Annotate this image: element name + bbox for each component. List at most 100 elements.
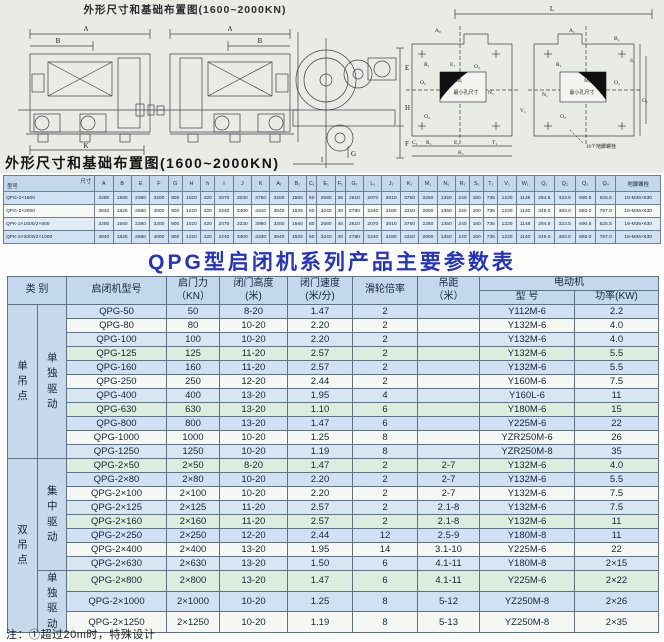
table-cell: 2610 [344, 217, 365, 231]
table-cell: 6 [352, 556, 418, 571]
table-cell: 1000 [166, 430, 220, 445]
table-cell: 1560 [287, 191, 308, 205]
table-cell: 2×22 [574, 570, 659, 592]
table-cell: 35 [574, 444, 659, 459]
table-row: QPG-80 80 10-20 2.20 2 Y132M-6 4.0 [7, 318, 659, 333]
table-cell: 36 [334, 191, 346, 205]
table-cell: 3240 [316, 204, 336, 218]
dim-label-K: K [83, 142, 88, 150]
table-cell: 11-20 [219, 514, 288, 529]
table-cell: 4310 [399, 204, 420, 218]
dim-label-C1: C₁ [412, 140, 418, 146]
table-cell: QPG-160 [66, 360, 167, 375]
table-cell: 18-M36×630 [615, 204, 661, 218]
table-cell: 4330 [250, 230, 271, 244]
table-cell: 3200 [149, 191, 169, 205]
header-height: 闭门高度 (米) [219, 276, 288, 305]
header-ratio: 滑轮倍率 [352, 276, 418, 305]
dim-label-O3: O₃ [474, 64, 480, 70]
table-cell: 5-12 [417, 590, 480, 613]
table-cell: 4310 [250, 204, 271, 218]
header-category: 类 别 [7, 276, 67, 305]
table-row: QPG-800 800 13-20 1.47 6 Y225M-6 22 [7, 416, 659, 431]
table-cell: 4.0 [574, 318, 659, 333]
table-cell: 2 [352, 318, 418, 333]
table-cell: 3240 [316, 230, 336, 244]
table-cell: 1.47 [287, 570, 353, 592]
table-cell: QPG-50 [66, 304, 167, 319]
table-cell: QPG-800 [66, 416, 167, 431]
table-cell: 2-7 [417, 458, 480, 473]
table-cell: 10-20 [219, 318, 288, 333]
table-cell: 100 [166, 332, 220, 347]
table-cell: 383.0 [554, 230, 576, 244]
table-cell: 12 [352, 528, 418, 543]
table-cell: 240 [454, 204, 471, 218]
table-cell: 2 [352, 458, 418, 473]
table-cell: QPG-400 [66, 388, 167, 403]
footer-note: 注：①超过20m时，特殊设计 [6, 629, 156, 641]
table-cell: 3280 [94, 217, 114, 231]
table-cell: 1.19 [287, 611, 353, 633]
subgroup-individual-drive: 单独驱动 [37, 570, 67, 633]
table-cell: QPG-100 [66, 332, 167, 347]
table-cell: 1.50 [287, 556, 353, 571]
table-cell: 22 [574, 542, 659, 557]
table-cell [417, 430, 480, 445]
table-cell: 2×50 [166, 458, 220, 473]
dim-label-L: L [550, 5, 554, 13]
table-row: QPG-250 250 12-20 2.44 2 Y160M-6 7.5 [7, 374, 659, 389]
table-cell: 900 [167, 217, 183, 231]
table-cell: QPG-630 [66, 402, 167, 417]
table-cell: 690.5 [574, 191, 596, 205]
header-cell: B₁ [287, 175, 308, 192]
table-cell: 323.5 [554, 191, 576, 205]
table-cell: 900 [167, 230, 183, 244]
table-cell: YZR250M-6 [479, 430, 575, 445]
table-cell: 3.1-10 [417, 542, 480, 557]
table-cell: 1.47 [287, 458, 353, 473]
table-row: QPG-2×630 2×630 13-20 1.50 6 4.1-11 Y180M-8 2×1… [7, 556, 659, 571]
table-cell: 800 [166, 416, 220, 431]
table-cell: 18-M36×630 [615, 230, 661, 244]
table-cell: 3840 [269, 204, 289, 218]
table-cell: QPK-2×2000/2×1000 [2, 230, 96, 244]
table-cell: 13-20 [219, 416, 288, 431]
table-cell: 10-20 [219, 590, 288, 613]
table-cell: 2×125 [166, 500, 220, 515]
table-cell [417, 444, 480, 459]
table-cell: 2780 [344, 230, 365, 244]
table-cell: 50 [166, 304, 220, 319]
table-cell: 160 [469, 230, 485, 244]
table-cell: 8 [352, 590, 418, 613]
table-cell: 2780 [344, 204, 365, 218]
table-cell: 1350 [436, 230, 456, 244]
table-cell: 3840 [94, 204, 114, 218]
dim-label-I: I [321, 156, 324, 164]
table-cell: QPG-2×1600 [2, 191, 96, 205]
table-cell: 797.0 [594, 204, 617, 218]
dim-label-O4: O₄ [424, 114, 430, 120]
header-cell: F₁ [334, 175, 346, 192]
dim-label-E: E [405, 64, 409, 72]
table-cell: 1220 [181, 204, 202, 218]
table-row: 单吊点 单独驱动 QPG-50 50 8-20 1.47 2 Y112M-6 2.2 [7, 304, 659, 459]
table-cell: 2.20 [287, 318, 353, 333]
table-cell: 797.0 [594, 230, 617, 244]
table-cell: 22 [574, 416, 659, 431]
table-cell: 2680 [316, 191, 336, 205]
table-cell: Y180M-6 [479, 402, 575, 417]
table-cell: QPK-2×1600/2×800 [2, 217, 96, 231]
min-hole-note: 最小孔尺寸 [453, 89, 478, 96]
table-cell: 2.57 [287, 514, 353, 529]
table-cell: 323.5 [554, 217, 576, 231]
table-cell: 40 [334, 217, 346, 231]
table-cell: 2.44 [287, 528, 353, 543]
table-cell: QPG-2×1000 [66, 590, 167, 613]
header-cell: F [149, 175, 169, 192]
table-row: 单独驱动 QPG-2×800 2×800 13-20 1.47 6 4.1-11 Y225M-… [7, 570, 659, 633]
table-cell: 4.0 [574, 458, 659, 473]
table-cell: 3980 [250, 217, 271, 231]
table-cell [417, 332, 480, 347]
